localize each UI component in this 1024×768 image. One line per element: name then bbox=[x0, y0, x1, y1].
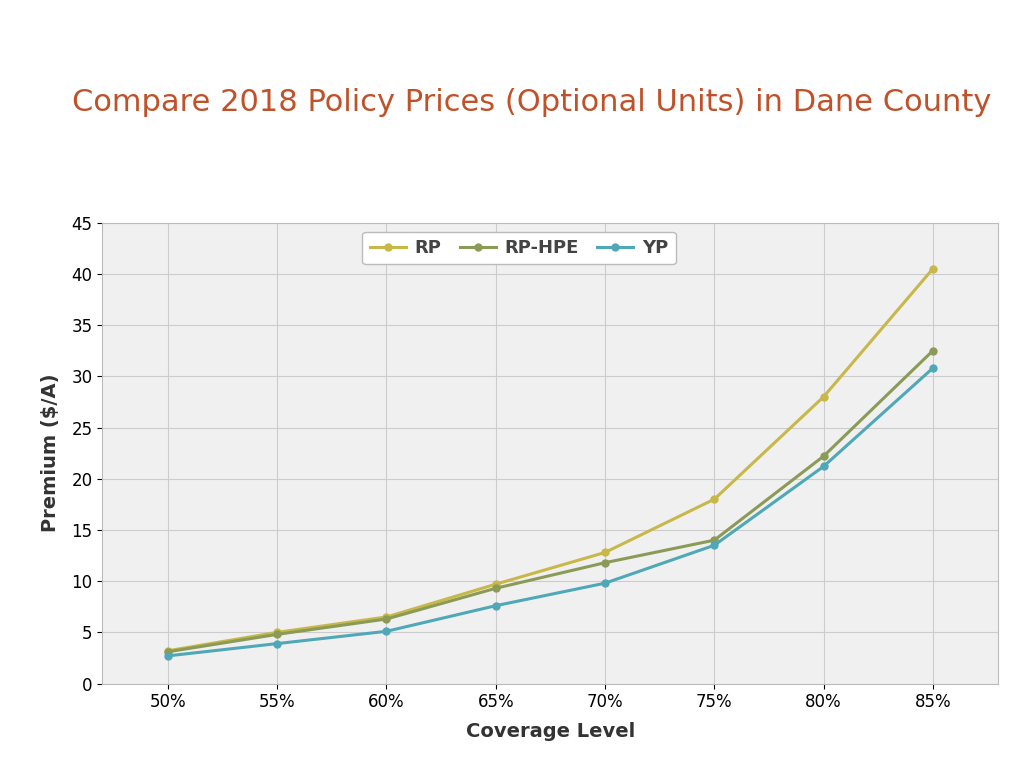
YP bbox=[271, 639, 284, 648]
YP bbox=[162, 651, 174, 660]
Text: Compare 2018 Policy Prices (Optional Units) in Dane County: Compare 2018 Policy Prices (Optional Uni… bbox=[72, 88, 991, 118]
RP-HPE bbox=[599, 558, 611, 568]
RP-HPE bbox=[709, 535, 721, 545]
Line: RP-HPE: RP-HPE bbox=[165, 347, 936, 655]
RP bbox=[271, 627, 284, 637]
YP bbox=[709, 541, 721, 550]
Y-axis label: Premium ($/A): Premium ($/A) bbox=[41, 374, 60, 532]
RP bbox=[162, 646, 174, 655]
RP bbox=[489, 580, 502, 589]
Legend: RP, RP-HPE, YP: RP, RP-HPE, YP bbox=[362, 232, 676, 264]
RP-HPE bbox=[271, 630, 284, 639]
YP bbox=[599, 578, 611, 588]
RP-HPE bbox=[817, 452, 829, 461]
RP-HPE bbox=[489, 584, 502, 593]
YP bbox=[927, 363, 939, 372]
RP bbox=[709, 495, 721, 504]
RP bbox=[817, 392, 829, 402]
YP bbox=[380, 627, 392, 636]
YP bbox=[817, 462, 829, 471]
RP-HPE bbox=[380, 614, 392, 624]
Line: YP: YP bbox=[165, 365, 936, 660]
YP bbox=[489, 601, 502, 611]
RP-HPE bbox=[162, 647, 174, 657]
Line: RP: RP bbox=[165, 265, 936, 654]
RP bbox=[927, 264, 939, 273]
X-axis label: Coverage Level: Coverage Level bbox=[466, 723, 635, 741]
RP bbox=[380, 612, 392, 621]
RP bbox=[599, 548, 611, 557]
RP-HPE bbox=[927, 346, 939, 356]
